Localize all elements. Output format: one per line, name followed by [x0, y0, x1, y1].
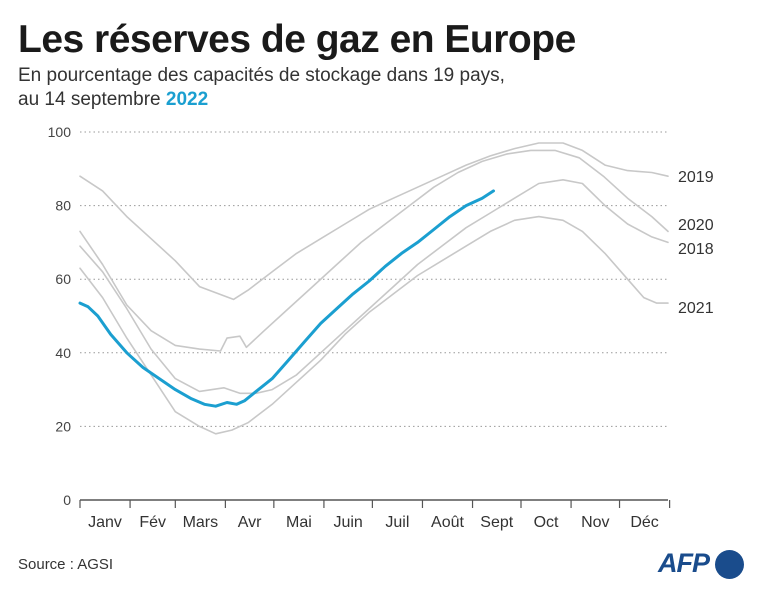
x-tick-label-month: Fév — [139, 514, 166, 531]
series-line-2019 — [79, 142, 669, 301]
subtitle-line-1: En pourcentage des capacités de stockage… — [18, 65, 505, 86]
afp-logo-dot — [715, 550, 744, 579]
x-tick-label-month: Juil — [385, 514, 409, 531]
series-label-2021: 2021 — [678, 300, 714, 317]
x-tick-label-month: Nov — [581, 514, 609, 531]
y-tick-label: 100 — [48, 124, 72, 140]
x-tick-label-month: Août — [431, 514, 464, 531]
x-tick-label-month: Mai — [286, 514, 312, 531]
x-tick-label-month: Juin — [333, 514, 362, 531]
x-tick-label-month: Avr — [238, 514, 262, 531]
chart-title: Les réserves de gaz en Europe — [18, 18, 576, 61]
chart-subtitle: En pourcentage des capacités de stockage… — [18, 64, 505, 112]
y-tick-label: 80 — [55, 198, 71, 214]
series-line-2018 — [79, 179, 669, 395]
series-line-2022 — [78, 189, 495, 408]
series-label-2019: 2019 — [678, 169, 714, 186]
series-label-2018: 2018 — [678, 241, 714, 258]
series-label-2020: 2020 — [678, 217, 714, 234]
subtitle-date-prefix: au 14 septembre — [18, 89, 166, 110]
x-tick-label-month: Déc — [630, 514, 658, 531]
x-tick-label-month: Janv — [88, 514, 122, 531]
subtitle-line-2: au 14 septembre 2022 — [18, 88, 505, 112]
subtitle-year-highlight: 2022 — [165, 89, 209, 110]
x-tick-label-month: Mars — [183, 514, 219, 531]
afp-logo: AFP — [658, 548, 748, 582]
afp-logo-text: AFP — [658, 548, 710, 578]
y-tick-label: 40 — [55, 345, 71, 361]
series-line-2021 — [79, 215, 669, 435]
y-tick-label: 0 — [63, 492, 71, 508]
source-note: Source : AGSI — [18, 556, 114, 573]
y-tick-label: 60 — [55, 271, 71, 287]
y-tick-label: 20 — [55, 418, 71, 434]
series-line-2020 — [79, 149, 669, 352]
x-tick-label-month: Sept — [480, 514, 513, 531]
x-tick-label-month: Oct — [534, 514, 559, 531]
